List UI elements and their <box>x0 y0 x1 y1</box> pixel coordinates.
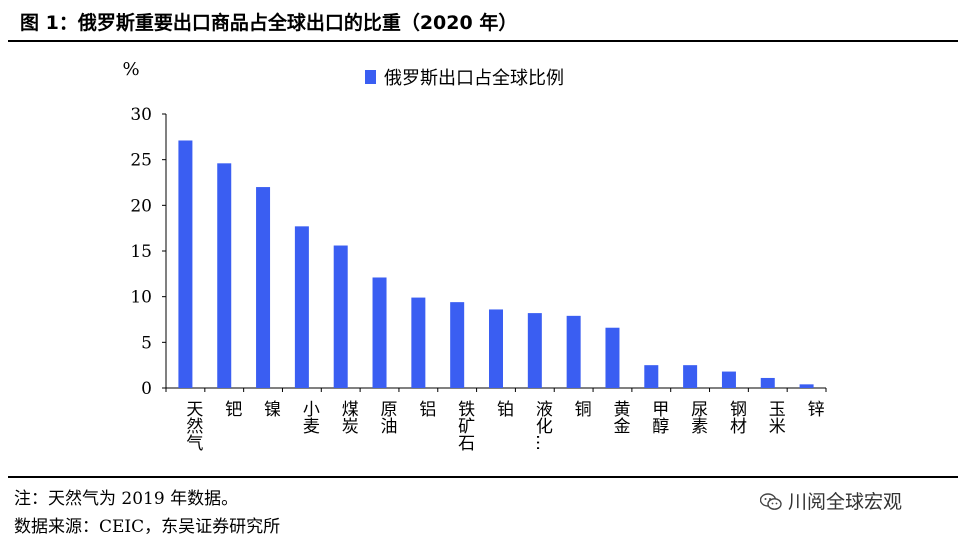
x-tick-label: 甲醇 <box>648 400 669 434</box>
bar <box>644 365 659 388</box>
watermark-text: 川阅全球宏观 <box>788 491 903 513</box>
y-tick-label: 20 <box>130 196 152 216</box>
x-tick-label: 黄金 <box>609 400 630 434</box>
bar-chart: % 0 5 10 15 20 25 30 天然气 钯 镍 小麦 煤炭 原油铝 铁矿石 铂 液化… 铜黄金 甲醇尿… <box>122 59 827 451</box>
bar <box>799 384 814 388</box>
x-tick-label: 钢材 <box>726 400 747 434</box>
x-tick-label: 液化… <box>532 400 553 451</box>
bar <box>605 327 620 388</box>
x-tick-label: 天然气 <box>182 400 203 451</box>
bar <box>450 302 465 388</box>
x-tick-label: 煤炭 <box>338 400 359 434</box>
y-tick-label: 0 <box>141 379 152 399</box>
x-tick-label: 铜 <box>571 400 592 418</box>
x-tick-label: 钯 <box>221 400 242 417</box>
watermark: 川阅全球宏观 <box>760 487 902 514</box>
x-tick-label: 铁矿石 <box>454 400 475 451</box>
bar <box>333 245 348 388</box>
legend-label: 俄罗斯出口占全球比例 <box>384 68 564 89</box>
y-tick-label: 15 <box>130 242 152 262</box>
legend-swatch <box>365 70 376 84</box>
figure-title: 图 1：俄罗斯重要出口商品占全球出口的比重（2020 年） <box>20 12 518 34</box>
x-tick-label: 玉米 <box>765 400 786 434</box>
bar <box>294 226 309 388</box>
bar <box>411 297 426 388</box>
x-tick-label: 尿素 <box>687 400 708 434</box>
y-unit-label: % <box>122 59 139 80</box>
bar <box>683 365 698 388</box>
x-tick-label: 锌 <box>804 400 825 417</box>
x-tick-label: 铂 <box>493 400 514 417</box>
top-rule <box>8 40 958 42</box>
bar <box>566 315 581 388</box>
bar <box>760 377 775 388</box>
y-tick-label: 5 <box>141 333 152 353</box>
bar <box>721 371 736 388</box>
bar <box>256 187 271 388</box>
bar <box>527 313 542 388</box>
x-tick-label: 原油 <box>377 400 398 434</box>
bar <box>178 140 193 388</box>
y-tick-label: 25 <box>130 151 152 171</box>
x-tick-label: 镍 <box>260 400 281 417</box>
x-tick-label: 小麦 <box>299 400 320 434</box>
wechat-icon <box>760 493 782 510</box>
bottom-rule <box>8 476 958 478</box>
bar <box>489 309 503 388</box>
chart-note: 注：天然气为 2019 年数据。 <box>14 489 239 509</box>
bar <box>372 277 387 388</box>
y-tick-label: 30 <box>130 105 152 125</box>
data-source: 数据来源：CEIC，东吴证券研究所 <box>14 517 281 537</box>
bar <box>217 163 232 388</box>
x-tick-label: 铝 <box>415 400 436 417</box>
y-tick-label: 10 <box>130 288 152 308</box>
